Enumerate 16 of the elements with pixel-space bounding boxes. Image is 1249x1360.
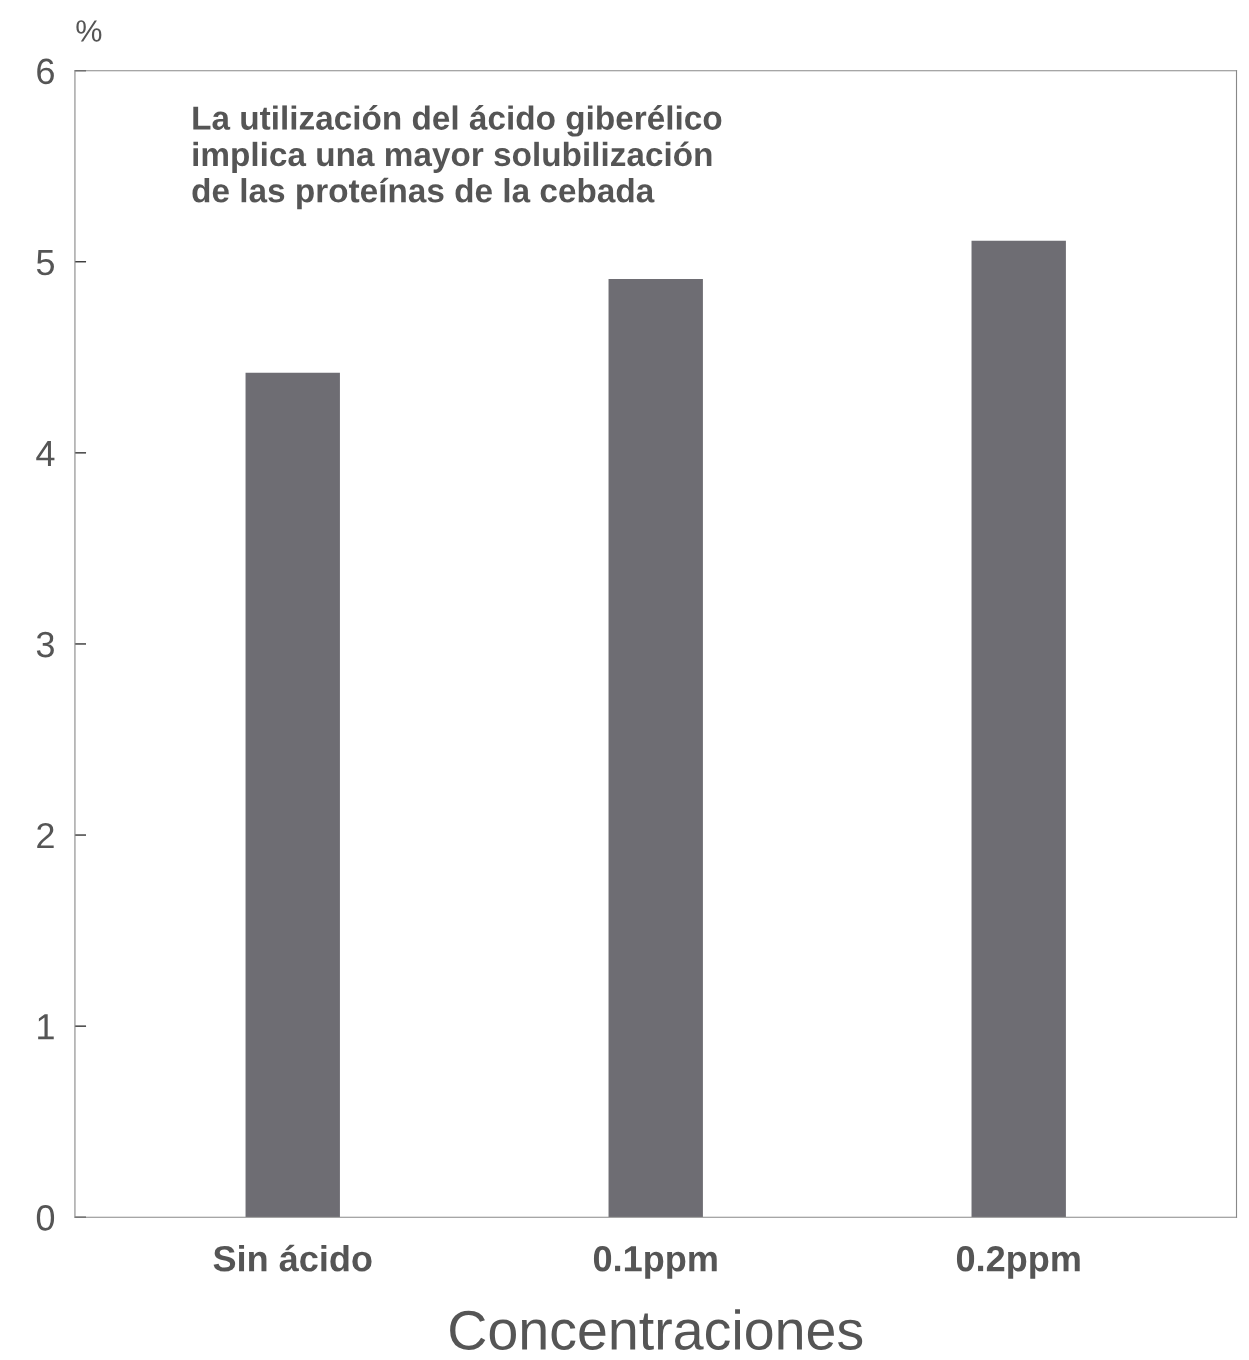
bar [971,240,1066,1218]
y-tick-label: 3 [36,631,54,658]
x-axis-title: Concentraciones [450,1309,863,1350]
y-tick-label: 4 [36,441,55,466]
y-tick-label: 6 [37,58,54,85]
bar [245,372,340,1218]
y-tick-label: 5 [36,250,54,276]
y-tick-label: 0 [36,1205,55,1231]
bar [608,279,703,1218]
x-tick-label: 0.2ppm [956,1245,1080,1279]
y-tick-label: 1 [38,1014,54,1040]
x-tick-label: Sin ácido [213,1244,372,1272]
annotation: La utilización del ácido giberélico implica una mayor solubilización de las proteínas de la cebada [192,105,722,210]
x-tick-label: 0.1ppm [593,1245,717,1279]
y-tick-label: 2 [37,822,54,849]
y-axis-title: % [76,20,102,42]
